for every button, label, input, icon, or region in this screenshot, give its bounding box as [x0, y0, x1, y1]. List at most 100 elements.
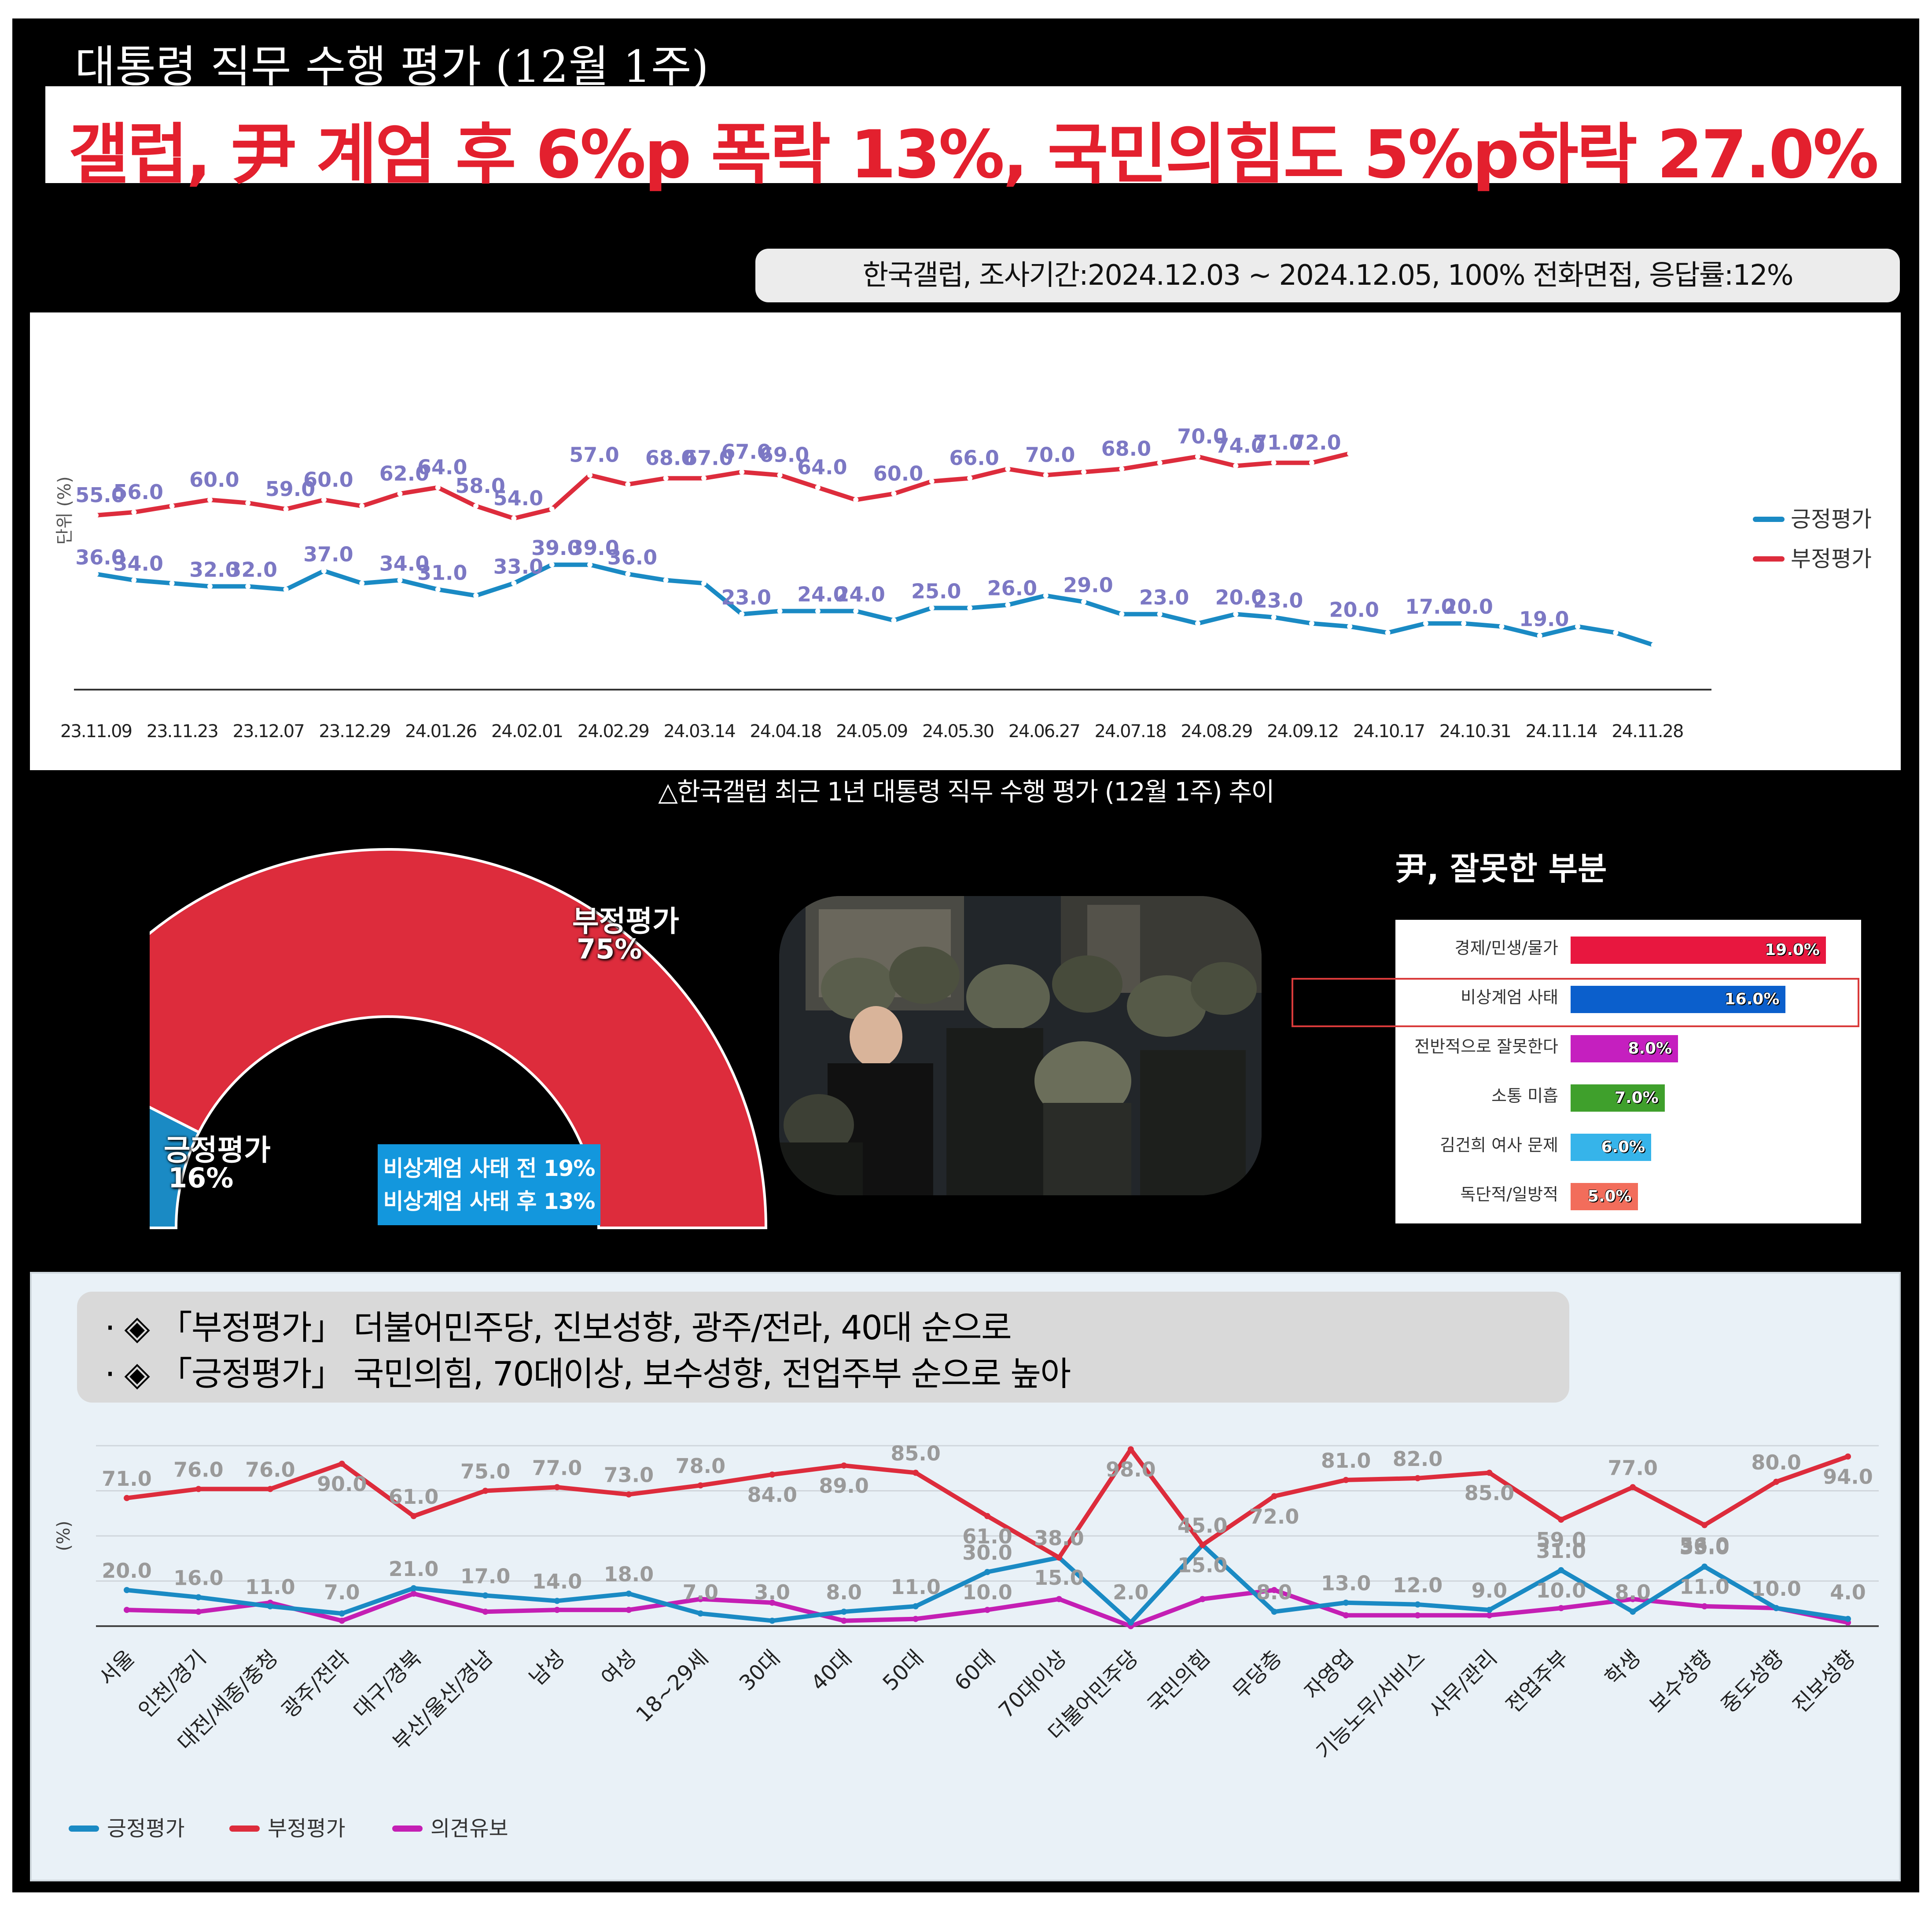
- demo-negative-point: [124, 1495, 130, 1501]
- demo-x-tick: 사무/관리: [1424, 1646, 1502, 1723]
- trend-positive-label: 32.0: [189, 558, 239, 581]
- demo-negative-label: 56.0: [1679, 1533, 1730, 1557]
- approval-gauge: [150, 848, 768, 1229]
- trend-negative-point: [207, 497, 213, 503]
- trend-negative-point: [473, 503, 479, 509]
- trend-positive-label: 24.0: [797, 583, 847, 606]
- demo-negative-point: [1845, 1453, 1851, 1460]
- demo-positive-point: [1845, 1616, 1851, 1622]
- trend-positive-point: [891, 617, 897, 623]
- trend-positive-point: [1081, 599, 1087, 605]
- wrong-row: 김건희 여사 문제 6.0%: [1395, 1120, 1861, 1170]
- demo-negative-label: 76.0: [173, 1458, 224, 1481]
- demo-undecided-point: [1558, 1605, 1564, 1611]
- demo-positive-label: 12.0: [1393, 1573, 1443, 1597]
- trend-negative-label: 54.0: [493, 486, 544, 510]
- trend-caption: △한국갤럽 최근 1년 대통령 직무 수행 평가 (12월 1주) 추이: [658, 777, 1275, 807]
- demo-negative-point: [1701, 1522, 1708, 1528]
- demo-positive-label: 38.0: [1034, 1526, 1084, 1550]
- source-text: 한국갤럽, 조사기간:2024.12.03 ~ 2024.12.05, 100%…: [862, 259, 1793, 292]
- headline-box: [45, 86, 1901, 183]
- demo-positive-point: [267, 1603, 273, 1609]
- demo-negative-point: [339, 1461, 345, 1467]
- demo-negative-label: 77.0: [1608, 1456, 1658, 1480]
- trend-x-tick: 23.11.09: [60, 721, 132, 742]
- demo-positive-label: 4.0: [1830, 1580, 1866, 1604]
- trend-negative-point: [1309, 460, 1314, 466]
- trend-negative-point: [245, 500, 251, 506]
- demo-negative-label: 80.0: [1751, 1451, 1801, 1474]
- trend-x-tick: 23.12.07: [233, 721, 304, 742]
- demo-x-tick: 서울: [94, 1646, 139, 1690]
- martial-law-note-box: [378, 1144, 600, 1225]
- trend-positive-point: [663, 577, 669, 583]
- trend-negative-point: [701, 475, 707, 481]
- demo-positive-label: 8.0: [826, 1580, 862, 1604]
- trend-positive-point: [511, 580, 517, 586]
- demo-negative-point: [697, 1482, 704, 1489]
- trend-positive-label: 23.0: [1139, 586, 1189, 610]
- demo-negative-point: [1199, 1542, 1206, 1548]
- trend-positive-point: [283, 587, 289, 592]
- trend-positive-label: 17.0: [1405, 595, 1455, 619]
- trend-negative-point: [435, 485, 441, 490]
- trend-x-tick: 24.10.17: [1353, 721, 1424, 742]
- demo-positive-point: [1701, 1563, 1708, 1570]
- trend-y-label: 단위 (%): [55, 476, 75, 545]
- trend-positive-point: [1271, 614, 1277, 620]
- trend-x-tick: 24.04.18: [750, 721, 821, 742]
- trend-negative-point: [549, 506, 555, 512]
- trend-positive-label: 37.0: [303, 542, 353, 566]
- trend-positive-label: 33.0: [493, 555, 544, 578]
- demo-x-tick: 국민의힘: [1143, 1646, 1215, 1718]
- wrong-row: 전반적으로 잘못한다 8.0%: [1395, 1022, 1861, 1071]
- wrong-value: 5.0%: [1587, 1187, 1632, 1205]
- wrong-value: 7.0%: [1614, 1089, 1659, 1107]
- demo-positive-point: [1630, 1609, 1636, 1615]
- trend-x-tick: 24.11.28: [1612, 721, 1683, 742]
- demo-negative-label: 94.0: [1823, 1465, 1873, 1489]
- demo-negative-point: [769, 1471, 776, 1478]
- trend-negative-point: [663, 475, 669, 481]
- wrong-bar: 16.0%: [1571, 986, 1786, 1013]
- martial-law-before: 비상계엄 사태 전 19%: [383, 1156, 596, 1181]
- trend-x-tick: 24.03.14: [664, 721, 736, 742]
- demo-positive-label: 16.0: [173, 1566, 224, 1590]
- trend-negative-label: 66.0: [949, 446, 999, 470]
- trend-x-tick: 24.11.14: [1526, 721, 1597, 742]
- trend-positive-point: [1385, 630, 1391, 635]
- trend-x-tick: 24.02.01: [491, 721, 563, 742]
- demo-positive-label: 13.0: [1321, 1572, 1371, 1595]
- wrong-bar: 8.0%: [1571, 1035, 1678, 1062]
- demo-x-tick: 무당층: [1228, 1646, 1287, 1704]
- wrong-row: 독단적/일방적 5.0%: [1395, 1170, 1861, 1219]
- gauge-positive-pct: 16%: [168, 1162, 234, 1194]
- trend-legend-negative: 부정평가: [1791, 546, 1872, 572]
- demo-undecided-point: [913, 1616, 919, 1622]
- demo-undecided-point: [697, 1596, 704, 1602]
- trend-positive-label: 39.0: [531, 536, 581, 560]
- demo-undecided-point: [1343, 1612, 1349, 1619]
- demo-undecided-point: [1486, 1612, 1493, 1619]
- trend-positive-label: 39.0: [569, 536, 619, 560]
- trend-positive-point: [1157, 611, 1163, 617]
- demo-negative-label: 61.0: [389, 1485, 439, 1509]
- trend-positive-point: [1537, 633, 1542, 639]
- trend-negative-point: [131, 509, 137, 515]
- wrong-bar: 5.0%: [1571, 1183, 1638, 1210]
- demo-undecided-point: [1701, 1603, 1708, 1609]
- demo-undecided-point: [1271, 1587, 1277, 1593]
- demo-negative-point: [984, 1513, 990, 1519]
- demo-positive-point: [769, 1617, 776, 1624]
- martial-law-highlight: [1292, 978, 1859, 1027]
- demo-undecided-label: 10.0: [962, 1580, 1012, 1604]
- trend-negative-point: [93, 512, 99, 518]
- trend-negative-point: [815, 485, 821, 490]
- trend-negative-label: 58.0: [455, 474, 505, 498]
- trend-negative-label: 71.0: [1253, 431, 1303, 455]
- demo-positive-label: 7.0: [683, 1580, 719, 1604]
- demo-positive-point: [339, 1610, 345, 1617]
- demo-y-label: (%): [54, 1521, 74, 1551]
- demo-negative-point: [626, 1491, 632, 1498]
- trend-positive-point: [169, 580, 175, 586]
